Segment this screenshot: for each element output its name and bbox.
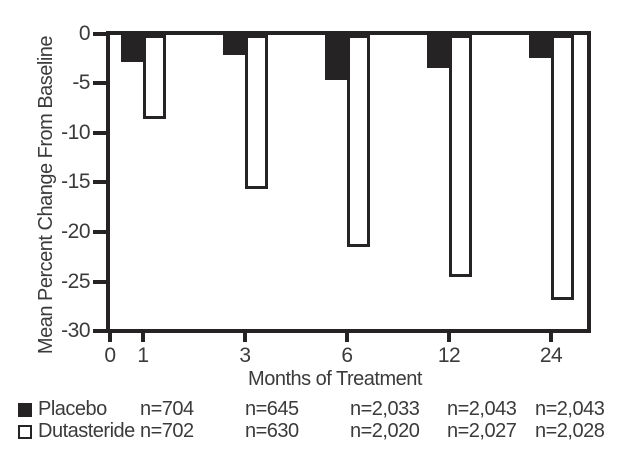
x-tick-0 [108,333,112,342]
x-axis-title: Months of Treatment [248,368,422,390]
x-tick-3 [243,333,247,342]
bar-dutasteride-month-12 [449,35,472,277]
bar-dutasteride-month-24 [551,35,574,300]
y-tick--25 [93,279,106,284]
plot-inner [110,35,587,329]
y-tick--15 [93,180,106,185]
y-tick--5 [93,81,106,86]
y-tick-label--20: -20 [61,220,90,244]
x-tick-label-12: 12 [437,344,461,367]
x-tick-24 [549,333,553,342]
bar-dutasteride-month-1 [143,35,166,119]
legend-count-placebo-month-3: n=645 [245,398,299,420]
bar-dutasteride-month-6 [347,35,370,247]
legend-row-dutasteride: Dutasteride n=702 n=630 n=2,020 n=2,027 n=2,0… [0,420,640,442]
bar-placebo-month-12 [427,35,449,68]
x-tick-label-3: 3 [239,344,251,367]
bar-placebo-month-6 [325,35,347,80]
y-tick-label--5: -5 [72,71,90,95]
y-tick-label--10: -10 [61,120,90,144]
bar-placebo-month-1 [121,35,143,62]
legend-count-placebo-month-1: n=704 [140,398,194,420]
legend-label-placebo: Placebo [38,398,107,420]
y-tick-label--30: -30 [61,319,90,343]
filled-square-icon [18,403,32,417]
legend-count-dutasteride-month-1: n=702 [140,420,194,442]
x-tick-label-1: 1 [137,344,149,367]
plot-area [106,31,591,333]
legend-label-dutasteride: Dutasteride [38,420,135,442]
legend-count-dutasteride-month-6: n=2,020 [350,420,420,442]
x-tick-label-6: 6 [341,344,353,367]
y-tick-0 [93,31,106,36]
legend-count-dutasteride-month-24: n=2,028 [535,420,605,442]
bar-placebo-month-3 [223,35,245,55]
open-square-icon [18,425,32,439]
bar-placebo-month-24 [529,35,551,58]
x-tick-6 [345,333,349,342]
x-tick-12 [447,333,451,342]
y-tick--10 [93,130,106,135]
y-tick-label--25: -25 [61,269,90,293]
y-tick--30 [93,329,106,334]
legend-row-placebo: Placebo n=704 n=645 n=2,033 n=2,043 n=2,043 [0,398,640,420]
y-tick-label-0: 0 [78,21,91,45]
legend-count-placebo-month-12: n=2,043 [447,398,517,420]
legend-count-dutasteride-month-12: n=2,027 [447,420,517,442]
bar-dutasteride-month-3 [245,35,268,189]
y-tick-label--15: -15 [61,170,90,194]
legend-count-dutasteride-month-3: n=630 [245,420,299,442]
x-tick-label-24: 24 [539,344,563,367]
legend-count-placebo-month-24: n=2,043 [535,398,605,420]
y-tick--20 [93,230,106,235]
legend-count-placebo-month-6: n=2,033 [350,398,420,420]
x-tick-1 [141,333,145,342]
x-tick-label-0: 0 [104,344,116,367]
